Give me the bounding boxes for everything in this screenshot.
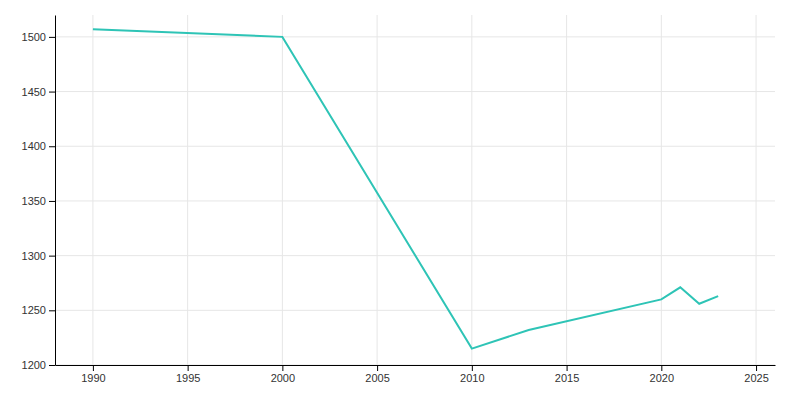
tick-label: 2000: [271, 372, 295, 384]
axis-line: [55, 16, 56, 366]
tick-label: 1990: [81, 372, 105, 384]
tick-label: 1450: [22, 86, 46, 98]
grid-line-x: [756, 15, 757, 365]
tick-label: 2020: [650, 372, 674, 384]
tick-label: 1350: [22, 195, 46, 207]
tick-label: 2015: [555, 372, 579, 384]
tick: 2010: [460, 365, 484, 384]
tick-mark: [49, 92, 55, 93]
grid-line-y: [55, 310, 775, 311]
tick-label: 1400: [22, 140, 46, 152]
tick-mark: [49, 365, 55, 366]
tick-label: 1250: [22, 304, 46, 316]
tick: 1200: [22, 359, 55, 371]
tick: 1300: [22, 250, 55, 262]
grid-line-x: [661, 15, 662, 365]
tick: 1990: [81, 365, 105, 384]
tick-label: 1200: [22, 359, 46, 371]
tick-mark: [49, 201, 55, 202]
grid-line-y: [55, 36, 775, 37]
marks: [93, 29, 718, 348]
tick: 1250: [22, 304, 55, 316]
tick: 2005: [365, 365, 389, 384]
tick: 2025: [744, 365, 768, 384]
grid-line-x: [471, 15, 472, 365]
grid-line-x: [187, 15, 188, 365]
x-axis: 1990 1995 2000 2005 2010 2015 2020 2025: [56, 365, 776, 384]
tick: 2020: [650, 365, 674, 384]
tick-label: 2025: [744, 372, 768, 384]
tick-label: 1500: [22, 31, 46, 43]
grid-line-x: [92, 15, 93, 365]
tick: 2000: [271, 365, 295, 384]
tick-mark: [49, 256, 55, 257]
tick: 1500: [22, 31, 55, 43]
tick-label: 2010: [460, 372, 484, 384]
tick-mark: [49, 146, 55, 147]
tick-mark: [472, 365, 473, 371]
y-axis: 1200 1250 1300 1350 1400 1450 1500: [22, 16, 56, 372]
tick-mark: [377, 365, 378, 371]
tick-label: 1995: [176, 372, 200, 384]
tick-mark: [661, 365, 662, 371]
tick-label: 1300: [22, 250, 46, 262]
grid-line-x: [566, 15, 567, 365]
tick-mark: [567, 365, 568, 371]
grid-line-y: [55, 146, 775, 147]
grid-line-x: [282, 15, 283, 365]
tick-mark: [93, 365, 94, 371]
line: [93, 29, 718, 348]
tick-mark: [188, 365, 189, 371]
tick-label: 2005: [365, 372, 389, 384]
plot-area: 1990 1995 2000 2005 2010 2015 2020 2025 1200 1250…: [22, 15, 776, 384]
tick-mark: [756, 365, 757, 371]
tick-mark: [282, 365, 283, 371]
chart: 1990 1995 2000 2005 2010 2015 2020 2025 1200 1250…: [0, 0, 800, 400]
axis-line: [56, 365, 776, 366]
grid-line-y: [55, 91, 775, 92]
grid-line-y: [55, 200, 775, 201]
grid-line-x: [377, 15, 378, 365]
grid-line-y: [55, 365, 775, 366]
grid: [55, 15, 775, 365]
tick: 1450: [22, 86, 55, 98]
tick-mark: [49, 37, 55, 38]
tick: 1400: [22, 140, 55, 152]
tick: 1995: [176, 365, 200, 384]
tick: 2015: [555, 365, 579, 384]
tick: 1350: [22, 195, 55, 207]
tick-mark: [49, 310, 55, 311]
